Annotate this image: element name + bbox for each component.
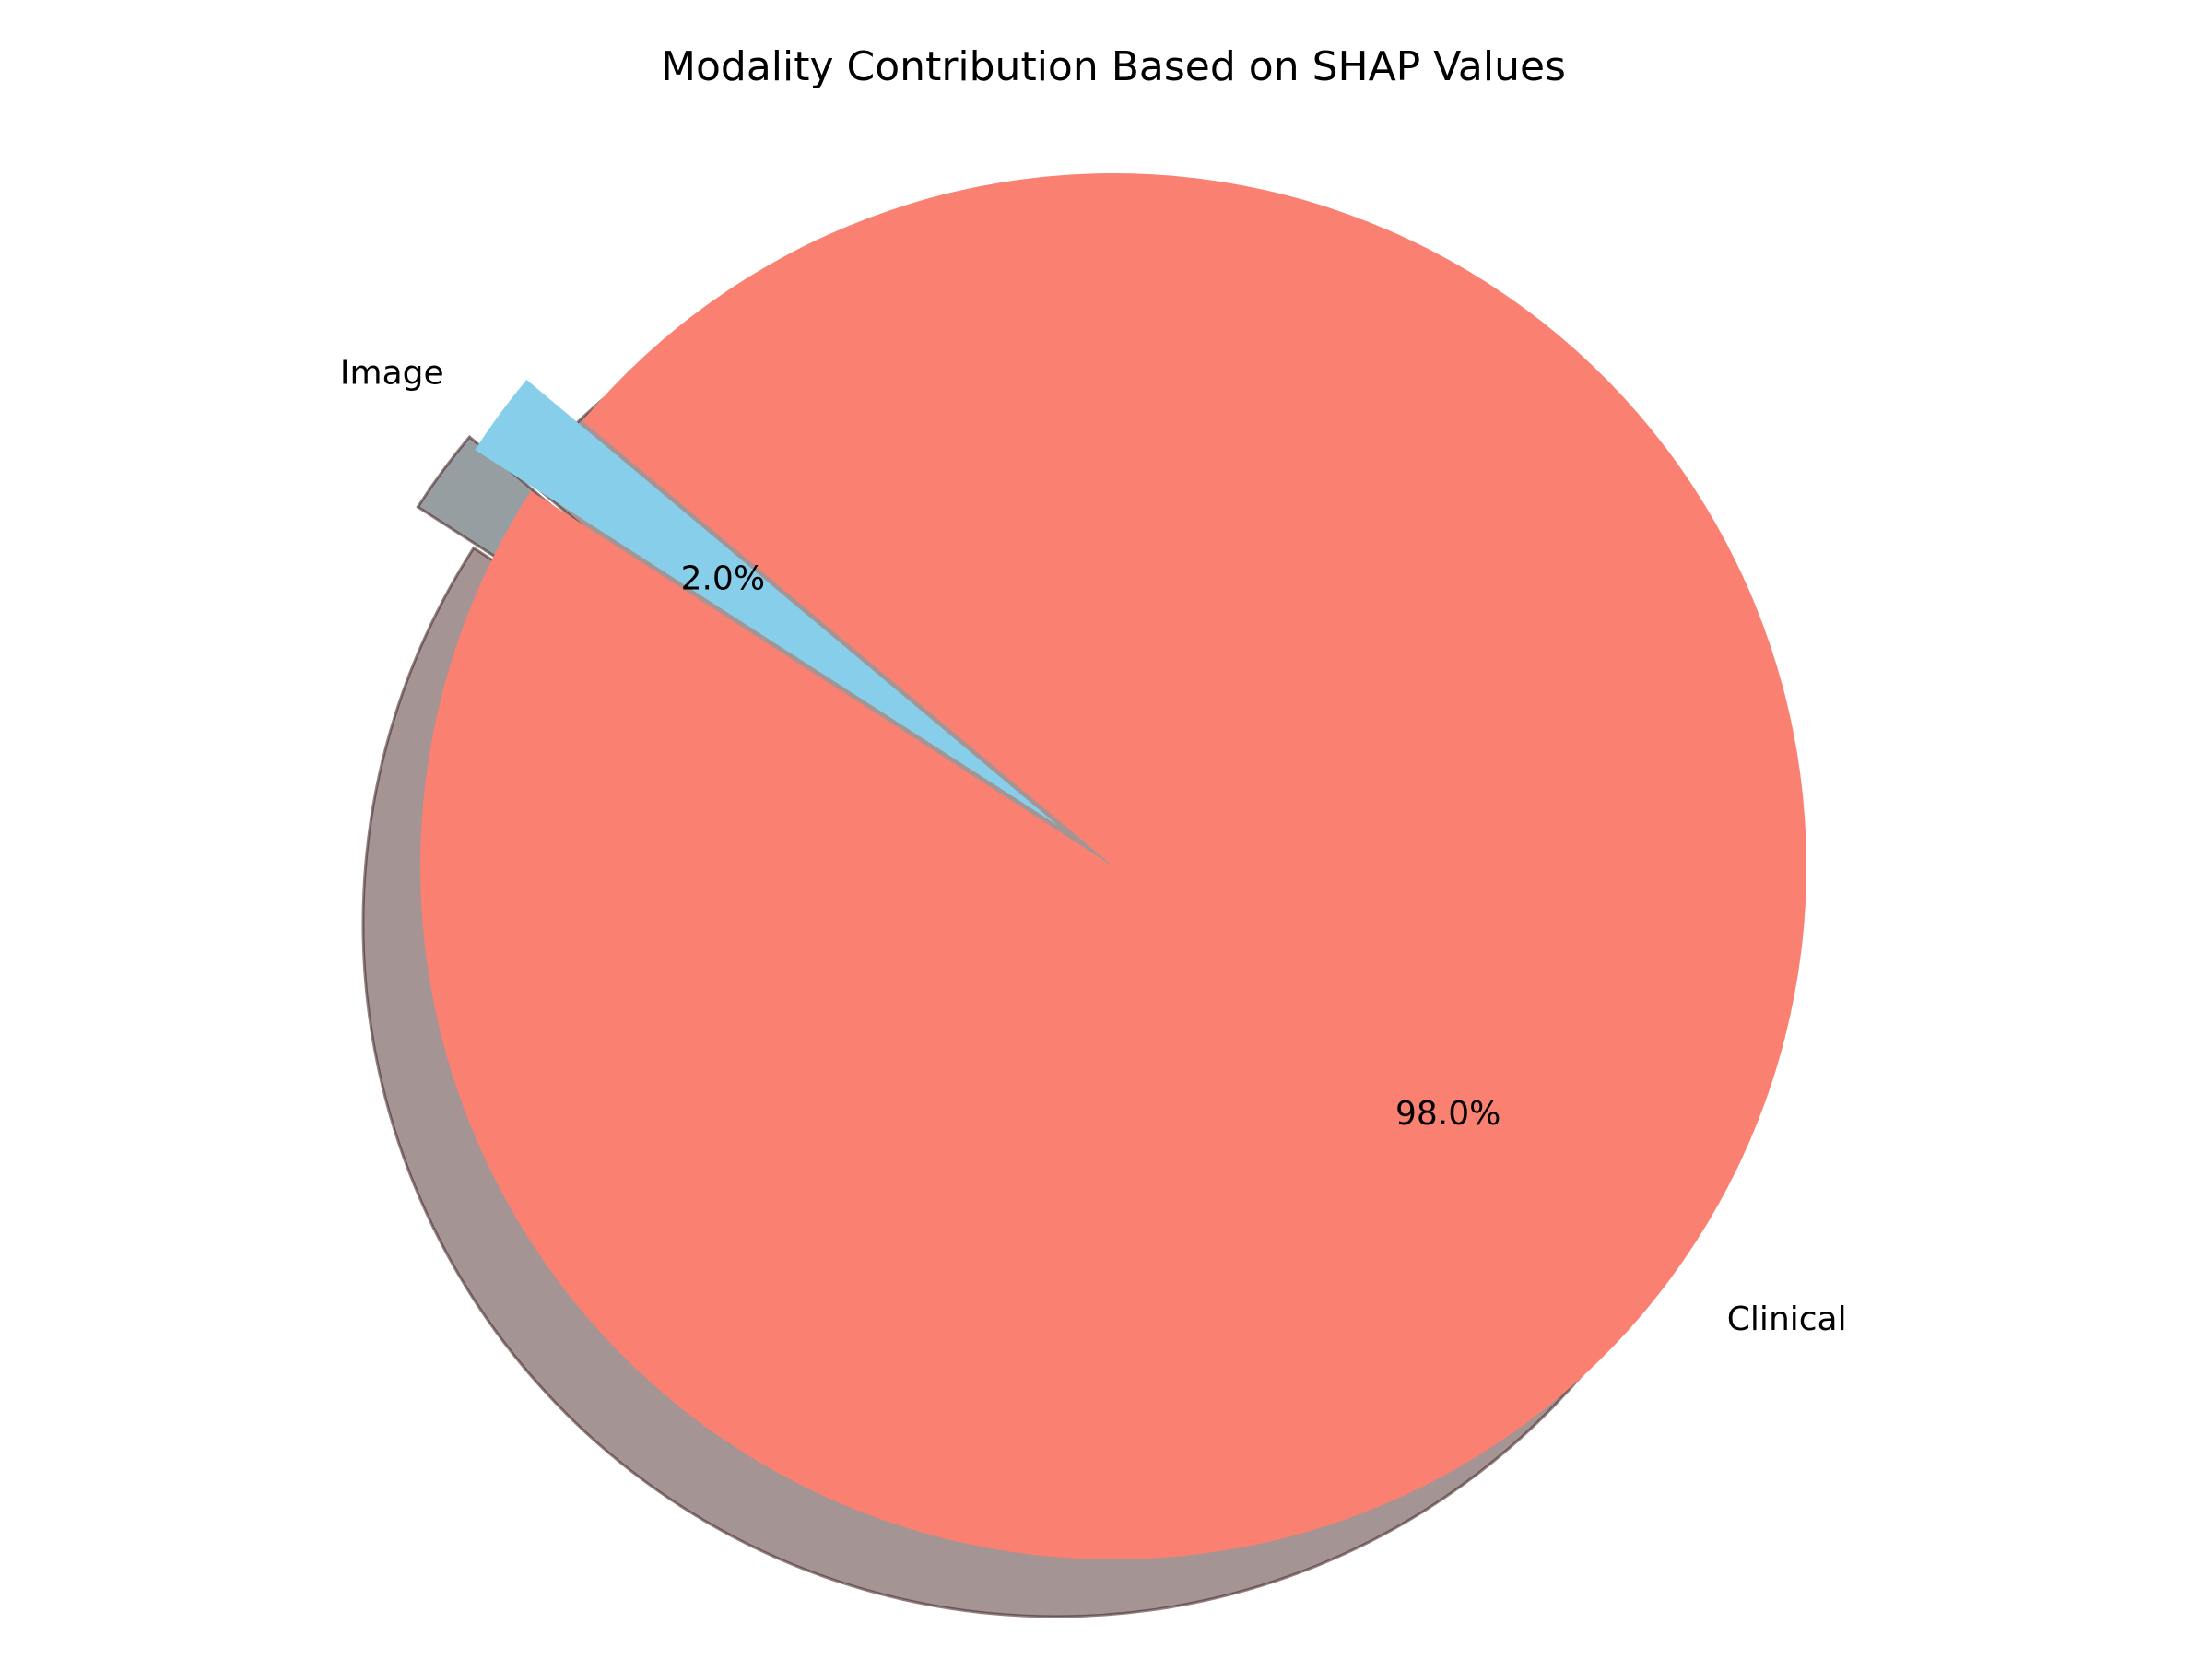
pie-slice-clinical — [420, 172, 1806, 1559]
chart-title: Modality Contribution Based on SHAP Valu… — [661, 43, 1566, 90]
pie-labels: Image 2.0% Clinical 98.0% — [340, 354, 1847, 1337]
slice-label-clinical: Clinical — [1727, 1300, 1847, 1338]
slice-label-image: Image — [340, 354, 444, 392]
percent-label-image: 2.0% — [681, 560, 765, 598]
pie-slice-image — [475, 379, 1058, 826]
pie-slices — [420, 172, 1806, 1559]
percent-label-clinical: 98.0% — [1395, 1095, 1500, 1133]
